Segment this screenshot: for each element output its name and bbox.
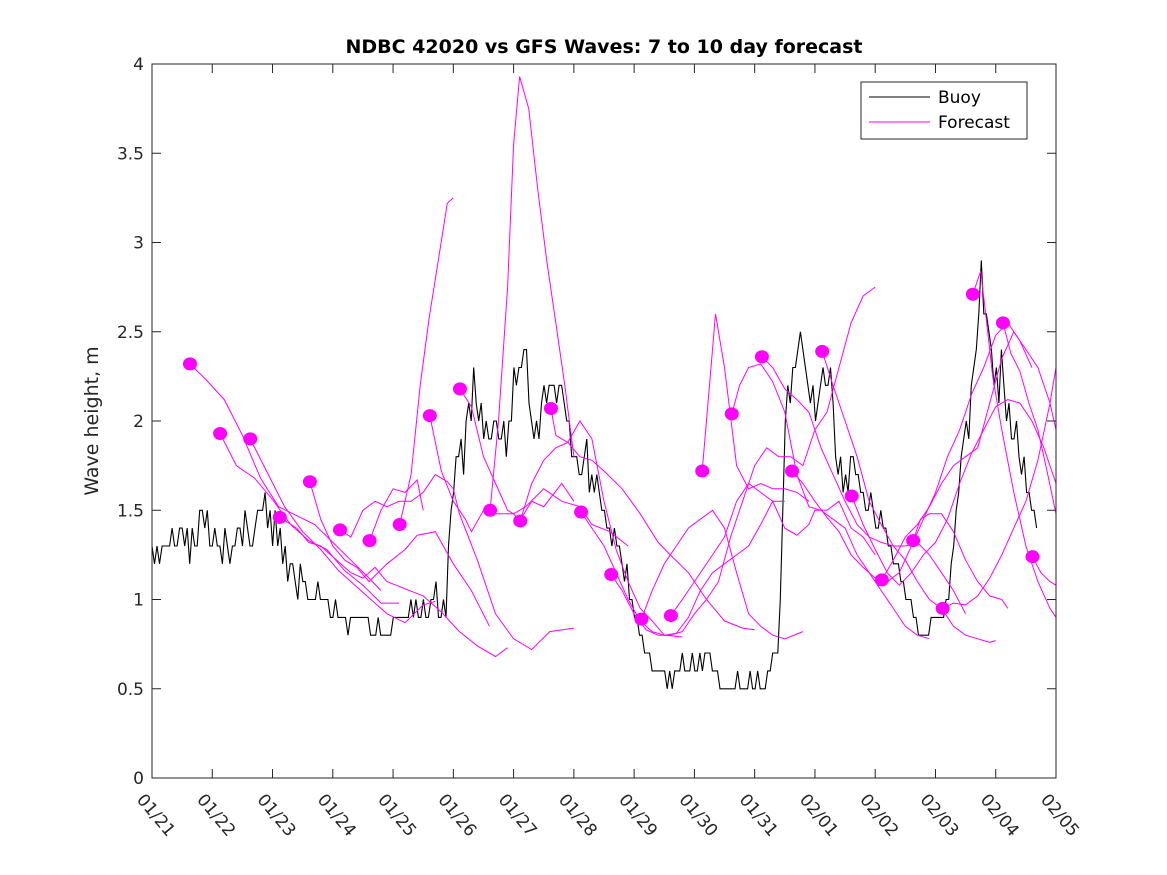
y-tick-label: 0	[133, 769, 144, 789]
forecast-line	[670, 482, 785, 616]
forecast-start-marker	[333, 523, 348, 537]
forecast-line	[610, 286, 876, 636]
forecast-line	[580, 500, 876, 636]
forecast-start-marker	[302, 475, 317, 489]
forecast-line	[369, 478, 424, 541]
forecast-start-marker	[513, 514, 528, 528]
forecast-line	[881, 330, 1057, 581]
forecast-start-marker	[815, 344, 830, 358]
forecast-line	[640, 509, 804, 640]
legend-buoy-label: Buoy	[938, 88, 981, 108]
forecast-start-marker	[874, 573, 889, 587]
forecast-line	[339, 473, 574, 651]
forecast-line	[519, 441, 755, 631]
forecast-line	[1032, 556, 1057, 586]
y-axis-label: Wave height, m	[81, 346, 103, 495]
y-tick-label: 3	[133, 234, 144, 254]
forecast-start-marker	[634, 612, 649, 626]
forecast-start-marker	[1025, 550, 1040, 564]
forecast-start-marker	[695, 464, 710, 478]
forecast-line	[912, 513, 1009, 609]
forecast-start-marker	[995, 316, 1010, 330]
forecast-start-marker	[483, 503, 498, 517]
forecast-start-marker	[452, 382, 467, 396]
forecast-line	[309, 481, 490, 627]
y-tick-label: 1.5	[117, 501, 144, 521]
forecast-line	[459, 388, 629, 547]
forecast-start-marker	[182, 357, 197, 371]
forecast-line	[972, 270, 1057, 618]
forecast-series	[182, 76, 1057, 658]
forecast-line	[942, 367, 1057, 609]
forecast-start-marker	[935, 601, 950, 615]
forecast-line	[821, 351, 996, 643]
forecast-start-marker	[362, 534, 377, 548]
y-tick-label: 1	[133, 591, 144, 611]
forecast-start-marker	[422, 409, 437, 423]
forecast-line	[489, 76, 575, 511]
forecast-start-marker	[663, 609, 678, 623]
forecast-start-marker	[574, 505, 589, 519]
y-axis: 0 0.5 1 1.5 2 2.5 3 3.5 4	[117, 55, 1056, 789]
legend-forecast-label: Forecast	[938, 113, 1010, 133]
chart-title: NDBC 42020 vs GFS Waves: 7 to 10 day for…	[345, 36, 862, 58]
legend-box	[860, 81, 1028, 140]
legend: Buoy Forecast	[860, 81, 1028, 140]
y-tick-label: 3.5	[117, 144, 144, 164]
forecast-line	[851, 399, 1057, 586]
forecast-start-marker	[785, 464, 800, 478]
forecast-line	[731, 363, 930, 640]
forecast-line	[279, 516, 508, 658]
forecast-start-marker	[754, 350, 769, 364]
forecast-line	[249, 438, 436, 624]
forecast-line	[219, 433, 400, 604]
forecast-start-marker	[724, 407, 739, 421]
forecast-start-marker	[272, 510, 287, 524]
y-tick-label: 2.5	[117, 323, 144, 343]
forecast-line	[761, 356, 967, 615]
forecast-start-marker	[906, 534, 921, 548]
forecast-start-marker	[243, 432, 258, 446]
forecast-start-marker	[965, 287, 980, 301]
buoy-line	[151, 260, 1038, 690]
y-tick-label: 0.5	[117, 680, 144, 700]
y-tick-label: 2	[133, 412, 144, 432]
forecast-line	[701, 313, 810, 502]
forecast-start-marker	[844, 489, 859, 503]
forecast-start-marker	[604, 568, 619, 582]
y-tick-label: 4	[133, 55, 144, 75]
forecast-start-marker	[213, 426, 228, 440]
forecast-line	[550, 408, 683, 638]
forecast-start-marker	[392, 518, 407, 532]
forecast-line	[399, 197, 454, 525]
forecast-start-marker	[543, 402, 558, 416]
plot-area	[151, 76, 1057, 690]
forecast-line	[1002, 322, 1057, 514]
buoy-series	[151, 260, 1038, 690]
